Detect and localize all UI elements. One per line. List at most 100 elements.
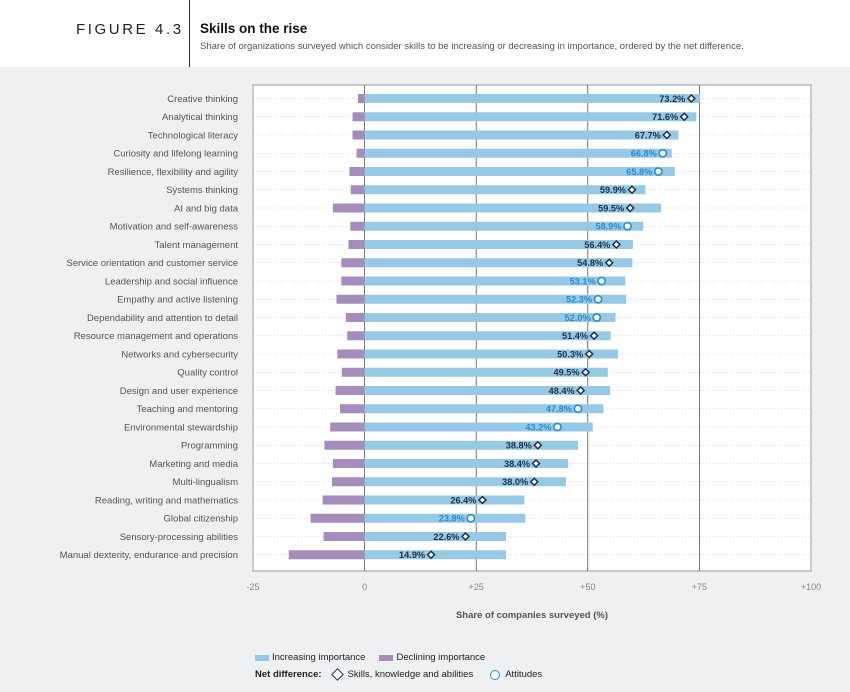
net-value-label: 59.5% <box>598 203 624 213</box>
declining-bar <box>322 495 365 505</box>
increasing-bar <box>364 404 604 414</box>
category-label: AI and big data <box>174 203 239 214</box>
net-attitude-marker <box>573 404 583 414</box>
increasing-bar <box>364 532 507 541</box>
category-label: Systems thinking <box>166 185 238 196</box>
category-label: Reading, writing and mathematics <box>95 495 238 506</box>
header: FIGURE 4.3 Skills on the rise Share of o… <box>0 0 850 67</box>
declining-bar <box>335 386 365 395</box>
category-label: Creative thinking <box>167 94 238 105</box>
category-label: Global citizenship <box>164 514 238 525</box>
net-skill-marker <box>477 495 488 505</box>
declining-bar <box>349 167 365 176</box>
net-attitude-marker <box>623 221 632 231</box>
net-value-label: 22.6% <box>433 532 459 542</box>
declining-bar <box>348 240 365 249</box>
declining-bar <box>323 532 365 541</box>
net-skill-marker <box>576 385 586 396</box>
net-value-label: 38.0% <box>502 477 528 487</box>
declining-bar <box>332 459 365 468</box>
x-tick-label: +50 <box>580 582 595 592</box>
net-value-label: 58.9% <box>595 222 621 232</box>
header-divider <box>189 0 190 67</box>
legend-attitudes-label: Attitudes <box>505 669 543 680</box>
declining-bar <box>288 550 365 560</box>
legend-declining-swatch <box>379 654 394 661</box>
net-value-label: 49.5% <box>554 368 580 378</box>
net-skill-marker <box>604 258 614 268</box>
category-label: Empathy and active listening <box>117 295 238 306</box>
net-skill-marker <box>460 531 471 542</box>
net-skill-marker <box>531 458 541 469</box>
net-value-label: 56.4% <box>584 240 610 250</box>
net-attitude-marker <box>593 294 603 304</box>
declining-bar <box>347 331 365 341</box>
legend-net-label: Net difference: <box>255 669 322 680</box>
increasing-bar <box>364 495 525 505</box>
net-skill-marker <box>533 440 543 450</box>
net-attitude-marker <box>653 167 663 176</box>
increasing-bar <box>364 94 700 103</box>
category-label: Talent management <box>155 240 239 251</box>
increasing-bar <box>364 313 616 322</box>
category-label: Resilience, flexibility and agility <box>108 167 239 178</box>
increasing-bar <box>364 148 672 158</box>
category-label: Teaching and mentoring <box>137 404 238 415</box>
declining-bar <box>352 130 365 140</box>
x-tick-label: +75 <box>692 582 707 592</box>
net-attitude-marker <box>553 422 562 432</box>
declining-bar <box>330 422 365 432</box>
net-skill-marker <box>686 93 696 104</box>
increasing-bar <box>364 477 566 487</box>
net-skill-marker <box>581 367 591 377</box>
net-value-label: 47.8% <box>546 404 572 414</box>
increasing-bar <box>364 112 697 122</box>
net-value-label: 14.9% <box>399 550 425 560</box>
legend-declining-label: Declining importance <box>396 652 486 663</box>
increasing-bar <box>364 130 679 140</box>
increasing-bar <box>364 167 675 176</box>
chart-title: Skills on the rise <box>200 21 308 36</box>
net-value-label: 53.1% <box>570 276 596 286</box>
legend-declining: Declining importance <box>379 652 485 663</box>
x-tick-label: -25 <box>246 582 259 592</box>
net-value-label: 73.2% <box>659 94 685 104</box>
category-label: Analytical thinking <box>162 112 238 123</box>
category-label: Service orientation and customer service <box>66 258 238 269</box>
category-label: Programming <box>181 441 238 452</box>
net-skill-marker <box>679 112 689 122</box>
declining-bar <box>345 313 365 322</box>
net-value-label: 52.0% <box>565 313 591 323</box>
diamond-marker-icon <box>330 668 344 681</box>
category-label: Quality control <box>177 368 238 379</box>
net-value-label: 48.4% <box>549 386 575 396</box>
net-skill-marker <box>426 550 436 560</box>
net-value-label: 67.7% <box>635 130 661 140</box>
figure-label: FIGURE 4.3 <box>76 21 184 38</box>
net-skill-marker <box>625 203 635 213</box>
increasing-bar <box>364 386 611 395</box>
net-skill-marker <box>529 477 539 487</box>
category-label: Environmental stewardship <box>124 422 238 433</box>
net-attitude-marker <box>466 513 476 523</box>
increasing-bar <box>364 276 626 286</box>
skills-chart: Creative thinking 73.2% Analytical thinkin… <box>60 84 821 621</box>
declining-bar <box>340 404 365 414</box>
increasing-bar <box>364 349 619 359</box>
declining-bar <box>324 440 365 450</box>
increasing-bar <box>364 422 593 432</box>
declining-bar <box>332 203 365 213</box>
increasing-bar <box>364 240 633 249</box>
net-skill-marker <box>589 331 599 341</box>
category-label: Leadership and social influence <box>105 276 238 287</box>
declining-bar <box>332 477 365 487</box>
category-label: Marketing and media <box>149 459 238 470</box>
net-attitude-marker <box>592 313 602 322</box>
legend-increasing-swatch <box>255 654 269 661</box>
increasing-bar <box>364 185 646 195</box>
category-label: Sensory-processing abilities <box>120 532 239 543</box>
plot-area <box>252 84 812 572</box>
category-label: Networks and cybersecurity <box>121 349 238 360</box>
legend-attitudes: Attitudes <box>487 669 542 680</box>
net-skill-marker <box>662 130 672 140</box>
